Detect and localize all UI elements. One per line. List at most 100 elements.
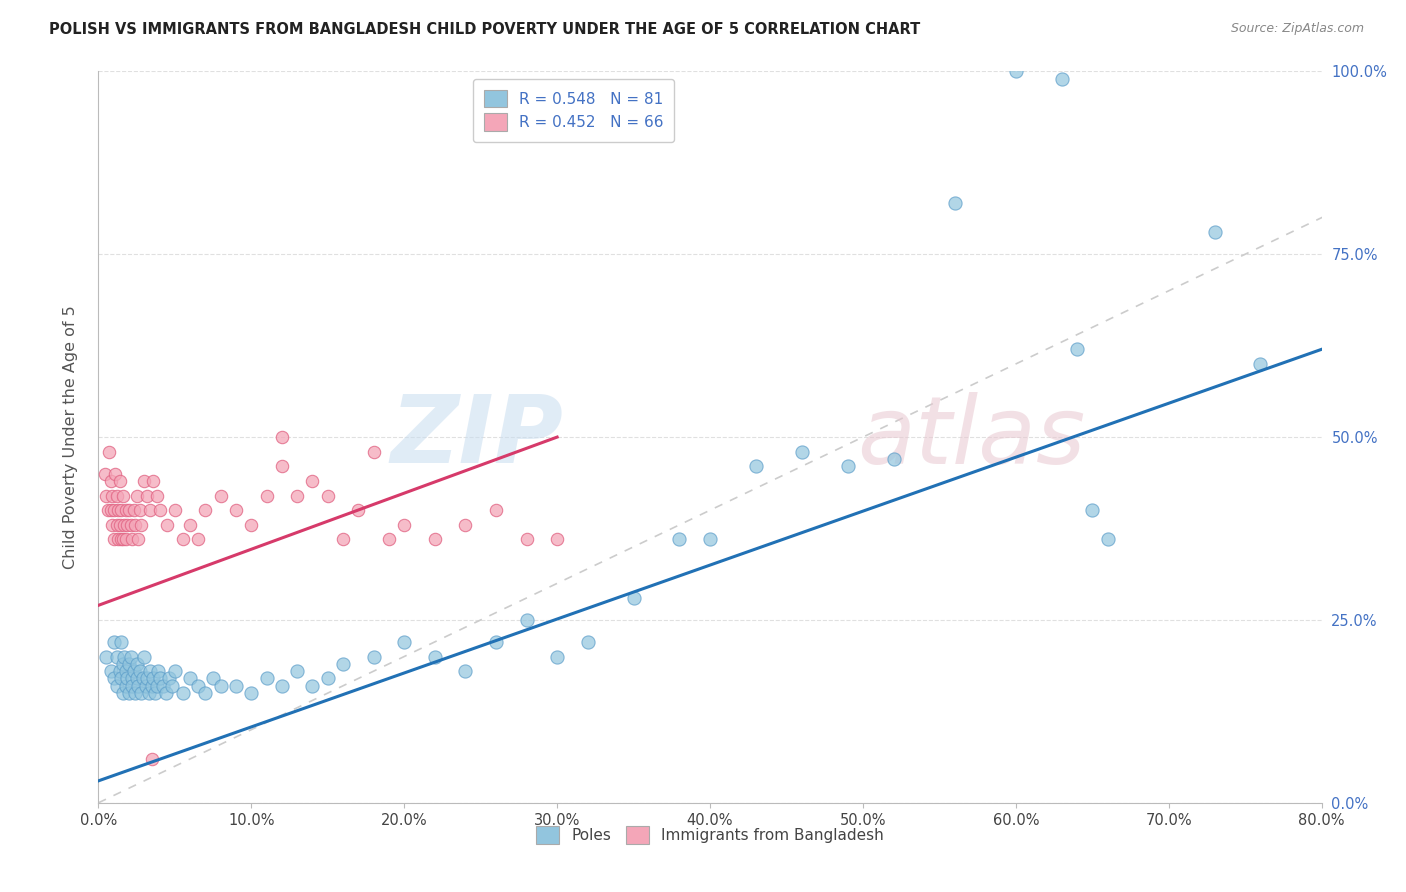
Point <box>100 664 122 678</box>
Point <box>105 517 128 532</box>
Point <box>121 533 143 547</box>
Point <box>423 649 446 664</box>
Point <box>139 503 162 517</box>
Point <box>115 679 138 693</box>
Point <box>194 503 217 517</box>
Point <box>94 489 117 503</box>
Point <box>118 686 141 700</box>
Point <box>256 672 278 686</box>
Point <box>115 503 138 517</box>
Point <box>837 459 859 474</box>
Point <box>485 635 508 649</box>
Point <box>145 679 167 693</box>
Point <box>141 679 163 693</box>
Point <box>139 664 162 678</box>
Point <box>122 503 145 517</box>
Point <box>332 657 354 671</box>
Point <box>127 679 149 693</box>
Point <box>485 503 508 517</box>
Point <box>110 672 132 686</box>
Point <box>285 489 308 503</box>
Point <box>120 517 142 532</box>
Point <box>160 679 183 693</box>
Point <box>270 459 292 474</box>
Point <box>98 444 121 458</box>
Point <box>145 489 167 503</box>
Point <box>115 664 138 678</box>
Point <box>142 672 165 686</box>
Point <box>1066 343 1088 357</box>
Point <box>94 649 117 664</box>
Point <box>124 686 146 700</box>
Point <box>135 679 157 693</box>
Point <box>111 686 134 700</box>
Point <box>187 679 209 693</box>
Point <box>1004 64 1026 78</box>
Point <box>668 533 690 547</box>
Point <box>516 613 538 627</box>
Point <box>149 672 172 686</box>
Point <box>209 679 232 693</box>
Point <box>134 474 156 488</box>
Point <box>111 489 134 503</box>
Point <box>943 196 966 211</box>
Point <box>146 664 169 678</box>
Point <box>202 672 225 686</box>
Point <box>97 503 120 517</box>
Point <box>101 517 124 532</box>
Point <box>125 672 148 686</box>
Point <box>149 503 172 517</box>
Point <box>101 489 124 503</box>
Point <box>883 452 905 467</box>
Point <box>194 686 217 700</box>
Point <box>111 533 134 547</box>
Point <box>125 489 148 503</box>
Point <box>105 489 128 503</box>
Point <box>363 649 385 664</box>
Point <box>122 664 145 678</box>
Point <box>187 533 209 547</box>
Text: ZIP: ZIP <box>391 391 564 483</box>
Point <box>115 533 138 547</box>
Point <box>516 533 538 547</box>
Point <box>108 517 131 532</box>
Point <box>347 503 370 517</box>
Point <box>392 517 416 532</box>
Point <box>110 533 132 547</box>
Point <box>129 686 152 700</box>
Point <box>172 533 194 547</box>
Point <box>121 679 143 693</box>
Point <box>1097 533 1119 547</box>
Point <box>117 517 139 532</box>
Point <box>576 635 599 649</box>
Point <box>179 672 201 686</box>
Legend: Poles, Immigrants from Bangladesh: Poles, Immigrants from Bangladesh <box>530 820 890 850</box>
Point <box>378 533 401 547</box>
Point <box>699 533 721 547</box>
Point <box>454 664 477 678</box>
Point <box>179 517 201 532</box>
Point <box>111 657 134 671</box>
Point <box>103 635 125 649</box>
Point <box>138 686 160 700</box>
Point <box>1081 503 1104 517</box>
Point <box>745 459 768 474</box>
Point <box>121 672 143 686</box>
Point <box>157 672 180 686</box>
Point <box>120 649 142 664</box>
Point <box>118 657 141 671</box>
Point <box>105 649 128 664</box>
Point <box>136 489 159 503</box>
Point <box>107 533 129 547</box>
Point <box>240 517 263 532</box>
Point <box>1050 71 1073 86</box>
Point <box>103 503 125 517</box>
Point <box>136 672 159 686</box>
Point <box>100 503 122 517</box>
Point <box>107 503 129 517</box>
Point <box>363 444 385 458</box>
Point <box>301 474 323 488</box>
Point <box>103 672 125 686</box>
Point <box>112 517 135 532</box>
Point <box>225 503 247 517</box>
